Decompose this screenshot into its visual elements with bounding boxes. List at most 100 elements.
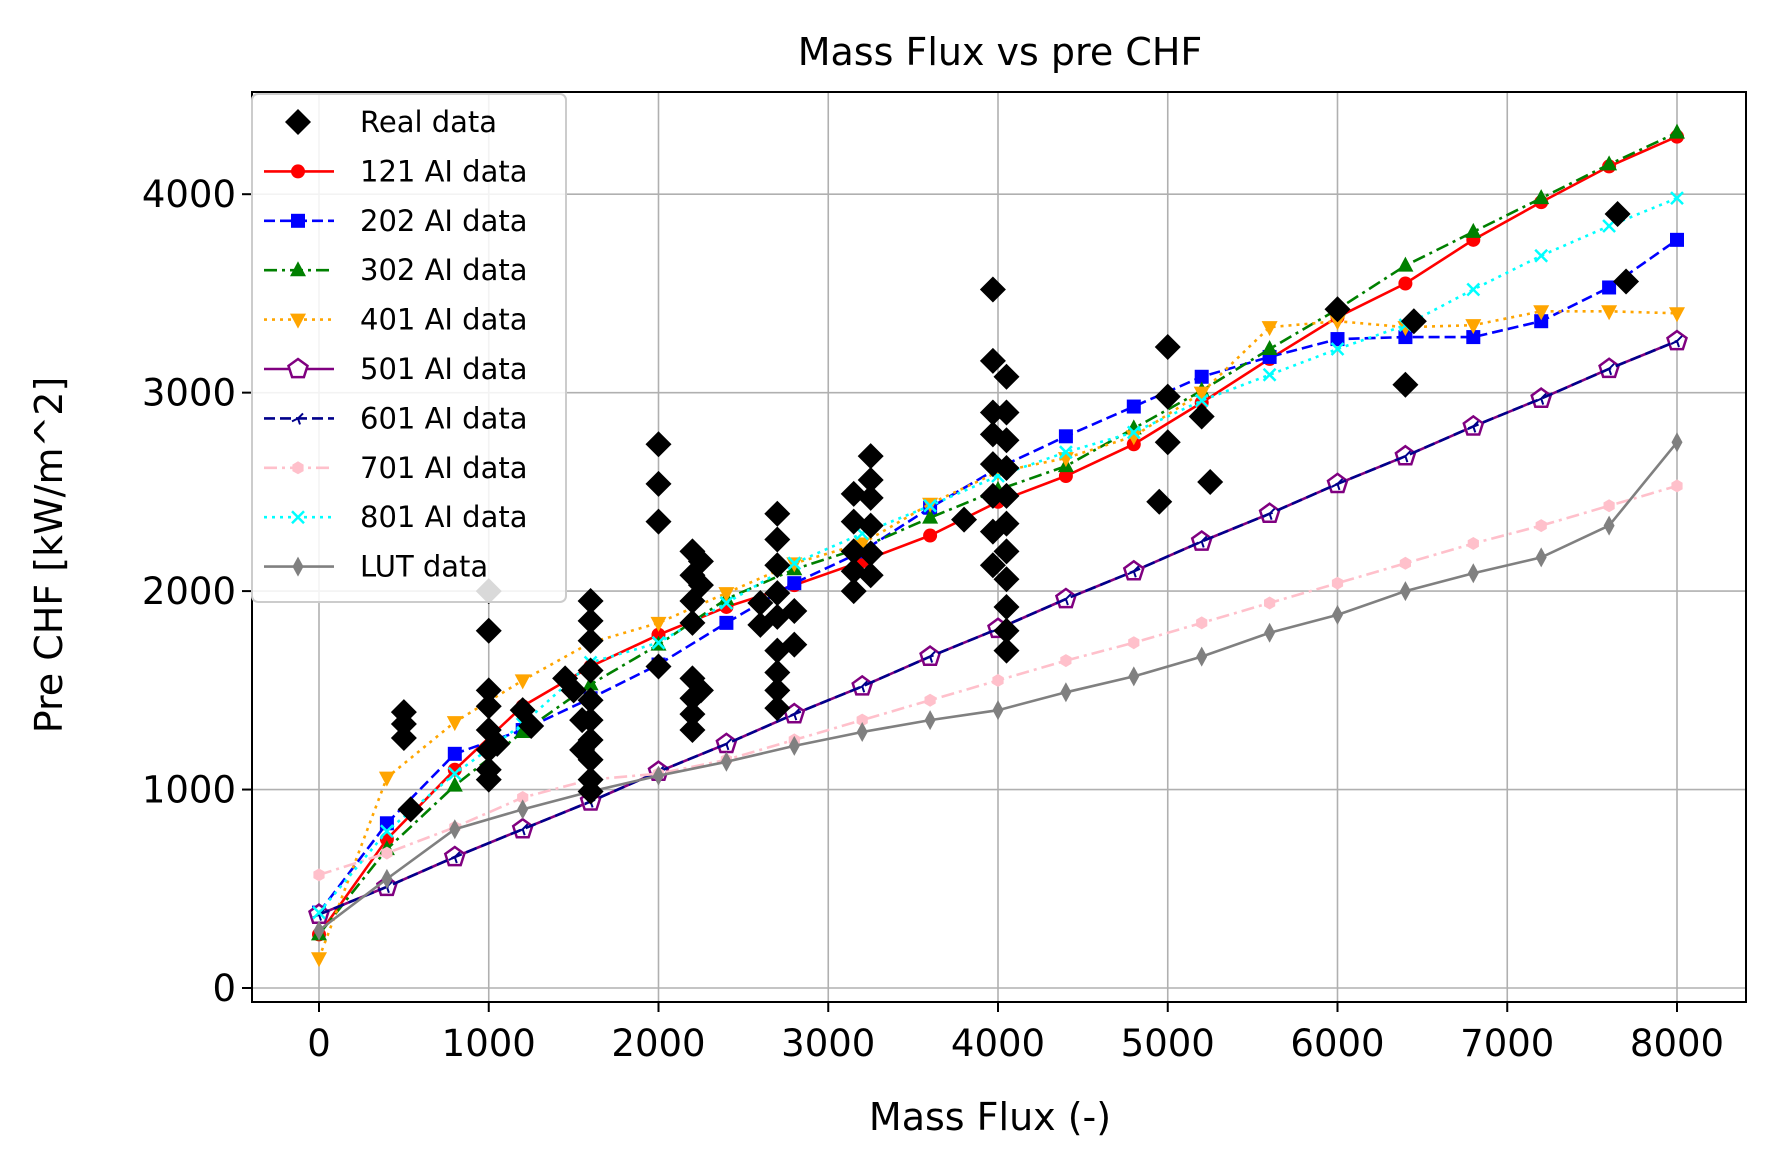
real-data-point (764, 526, 791, 553)
real-data-point (577, 707, 604, 734)
series-point (720, 751, 732, 772)
series-point (1330, 332, 1345, 347)
real-data-point (857, 484, 884, 511)
series-point (447, 762, 462, 777)
series-point (1535, 547, 1547, 568)
real-data-point (1154, 383, 1181, 410)
real-data-point (764, 500, 791, 527)
series-point (924, 693, 936, 707)
legend-marker (291, 412, 304, 425)
x-tick-label: 2000 (611, 1022, 705, 1065)
legend-entry: LUT data (264, 550, 488, 584)
legend-label: Real data (360, 105, 497, 139)
legend-marker (287, 357, 309, 379)
series-point (1195, 535, 1208, 548)
series-point (1263, 507, 1276, 521)
series-point (516, 823, 529, 836)
series-point (1193, 386, 1210, 402)
series-point (1670, 335, 1683, 348)
series-point (1194, 369, 1209, 384)
real-data-point (679, 701, 706, 728)
real-data-point (679, 717, 706, 744)
x-tick-label: 6000 (1290, 1022, 1384, 1065)
series-point (1533, 189, 1550, 205)
legend-marker (290, 313, 306, 329)
series-point (1194, 393, 1209, 408)
real-data-point (390, 711, 417, 738)
series-point (1399, 581, 1411, 602)
legend-label: 801 AI data (360, 500, 528, 534)
legend-entry: 401 AI data (264, 303, 528, 337)
legend-marker (291, 510, 305, 525)
series-point (1399, 556, 1411, 570)
real-data-point (993, 399, 1020, 426)
series-point (787, 708, 801, 721)
series-point (1127, 565, 1140, 578)
real-data-point (993, 617, 1020, 644)
x-axis-ticks: 0 1000 2000 3000 4000 5000 6000 7000 8000 (307, 1002, 1724, 1065)
series-point (447, 766, 462, 781)
series-point (787, 576, 802, 591)
real-data-point (1400, 308, 1427, 335)
real-data-point (857, 466, 884, 493)
series-point (651, 635, 666, 650)
series-point (517, 799, 529, 820)
real-data-point (781, 597, 808, 624)
series-point (1466, 330, 1481, 345)
real-data-point (560, 677, 587, 704)
series-point (854, 537, 871, 553)
series-point (1533, 305, 1550, 321)
y-axis-ticks: 0 1000 2000 3000 4000 (142, 173, 252, 1010)
real-data-point (645, 431, 672, 458)
real-data-point (840, 508, 867, 535)
legend-entry: Real data (285, 105, 497, 139)
series-point (1465, 319, 1482, 335)
x-tick-label: 4000 (951, 1022, 1045, 1065)
real-data-point (577, 607, 604, 634)
real-data-point (764, 580, 791, 607)
real-data-point (577, 627, 604, 654)
real-data-point (577, 726, 604, 753)
real-data-point (645, 508, 672, 535)
series-point (650, 616, 667, 632)
series-point (1467, 563, 1479, 584)
y-tick-label: 2000 (142, 570, 236, 613)
series-point (1128, 636, 1140, 650)
series-7 (313, 479, 1683, 882)
series-point (311, 952, 327, 968)
real-data-point (475, 693, 502, 720)
real-data-point (857, 512, 884, 539)
series-point (517, 791, 529, 804)
real-data-point (475, 677, 502, 704)
legend-entry: 701 AI data (264, 451, 528, 485)
real-data-point (993, 538, 1020, 565)
series-point (718, 587, 735, 603)
real-data-point (840, 538, 867, 565)
series-point (1126, 399, 1141, 414)
legend-marker (291, 213, 305, 228)
real-data-point (1188, 403, 1215, 430)
series-point (313, 868, 325, 882)
series-point (381, 868, 393, 889)
real-data-point (1197, 468, 1224, 495)
real-data-point (840, 558, 867, 585)
legend: Real data 121 AI data 202 AI data 302 AI da… (251, 93, 567, 603)
legend-marker (285, 109, 311, 135)
series-point (1534, 314, 1549, 329)
real-data-point (993, 566, 1020, 593)
series-point (1535, 519, 1547, 533)
y-tick-label: 3000 (142, 372, 236, 415)
real-data-point (979, 399, 1006, 426)
series-point (923, 498, 937, 513)
real-data-point (764, 695, 791, 722)
x-tick-label: 5000 (1121, 1022, 1215, 1065)
series-point (1329, 315, 1346, 331)
x-tick-label: 8000 (1630, 1022, 1724, 1065)
series-point (1669, 307, 1685, 323)
series-point (1602, 363, 1615, 376)
series-point (1398, 276, 1413, 291)
legend-entry: 202 AI data (264, 204, 528, 238)
series-point (312, 905, 326, 920)
series-point (1602, 280, 1617, 295)
